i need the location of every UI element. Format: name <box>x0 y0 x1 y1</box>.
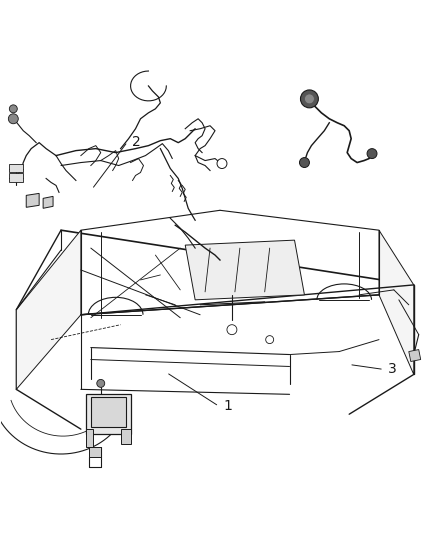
Text: 3: 3 <box>388 362 397 376</box>
Circle shape <box>97 379 105 387</box>
Polygon shape <box>43 196 53 208</box>
Circle shape <box>217 158 227 168</box>
Polygon shape <box>9 173 23 182</box>
Text: 1: 1 <box>223 399 232 413</box>
Circle shape <box>94 403 112 421</box>
Circle shape <box>266 336 274 344</box>
Circle shape <box>105 403 123 421</box>
Polygon shape <box>26 193 39 207</box>
Circle shape <box>9 105 17 113</box>
Circle shape <box>98 407 108 417</box>
Polygon shape <box>409 350 421 361</box>
Circle shape <box>300 90 318 108</box>
Circle shape <box>300 158 309 167</box>
Circle shape <box>227 325 237 335</box>
Polygon shape <box>91 397 126 427</box>
Polygon shape <box>16 230 81 389</box>
Polygon shape <box>89 447 101 457</box>
Polygon shape <box>120 429 131 444</box>
Polygon shape <box>185 240 304 300</box>
Circle shape <box>367 149 377 158</box>
Text: 2: 2 <box>131 135 140 149</box>
Polygon shape <box>86 394 131 434</box>
Circle shape <box>109 407 119 417</box>
Circle shape <box>8 114 18 124</box>
Circle shape <box>304 94 314 104</box>
Polygon shape <box>379 230 414 375</box>
Polygon shape <box>9 164 23 173</box>
Polygon shape <box>86 429 93 447</box>
